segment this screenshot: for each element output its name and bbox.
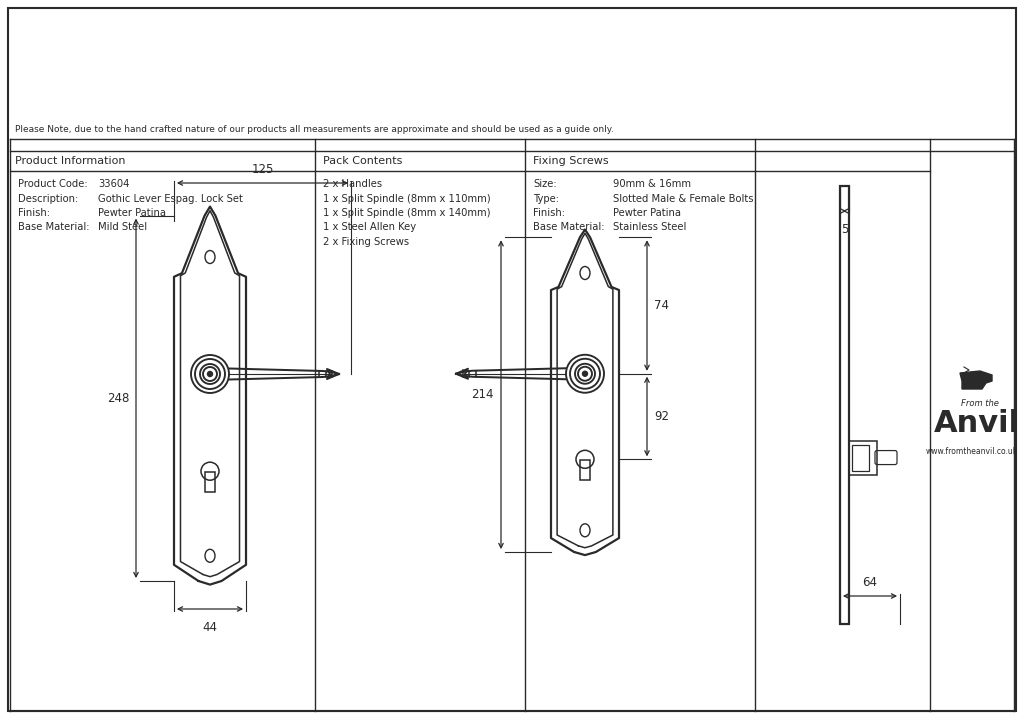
Bar — [580, 460, 590, 480]
Polygon shape — [961, 371, 992, 389]
Text: Anvil: Anvil — [934, 408, 1020, 437]
Text: 2 x Handles: 2 x Handles — [323, 179, 382, 189]
Text: 1 x Split Spindle (8mm x 140mm): 1 x Split Spindle (8mm x 140mm) — [323, 208, 490, 218]
Text: Please Note, due to the hand crafted nature of our products all measurements are: Please Note, due to the hand crafted nat… — [15, 125, 613, 134]
Text: Mild Steel: Mild Steel — [98, 222, 147, 232]
Text: 33604: 33604 — [98, 179, 129, 189]
Text: 44: 44 — [203, 621, 217, 634]
Text: 214: 214 — [471, 388, 494, 401]
Text: 1 x Steel Allen Key: 1 x Steel Allen Key — [323, 222, 416, 232]
Text: Size:: Size: — [534, 179, 557, 189]
Text: 125: 125 — [251, 163, 273, 176]
Text: Stainless Steel: Stainless Steel — [613, 222, 686, 232]
Text: Finish:: Finish: — [18, 208, 50, 218]
Text: Product Information: Product Information — [15, 156, 126, 166]
Text: Product Code:: Product Code: — [18, 179, 88, 189]
Circle shape — [208, 372, 213, 377]
Text: 1 x Split Spindle (8mm x 110mm): 1 x Split Spindle (8mm x 110mm) — [323, 193, 490, 203]
Bar — [852, 444, 869, 470]
Text: Base Material:: Base Material: — [18, 222, 89, 232]
Text: Pewter Patina: Pewter Patina — [98, 208, 166, 218]
Text: 64: 64 — [862, 576, 878, 589]
Text: Slotted Male & Female Bolts: Slotted Male & Female Bolts — [613, 193, 754, 203]
Text: Gothic Lever Espag. Lock Set: Gothic Lever Espag. Lock Set — [98, 193, 243, 203]
Text: Type:: Type: — [534, 193, 559, 203]
Text: 90mm & 16mm: 90mm & 16mm — [613, 179, 691, 189]
Bar — [205, 472, 215, 493]
Text: 5: 5 — [841, 223, 848, 236]
Text: Description:: Description: — [18, 193, 78, 203]
Text: 92: 92 — [654, 410, 669, 423]
Circle shape — [583, 371, 588, 376]
Text: 2 x Fixing Screws: 2 x Fixing Screws — [323, 237, 410, 247]
Text: From the: From the — [962, 398, 999, 408]
Text: Pack Contents: Pack Contents — [323, 156, 402, 166]
Text: 248: 248 — [106, 392, 129, 405]
Text: www.fromtheanvil.co.uk: www.fromtheanvil.co.uk — [926, 446, 1018, 456]
Text: Pewter Patina: Pewter Patina — [613, 208, 681, 218]
Text: Fixing Screws: Fixing Screws — [534, 156, 608, 166]
Bar — [840, 186, 849, 624]
Text: 74: 74 — [654, 299, 669, 312]
Bar — [849, 441, 877, 475]
Text: Base Material:: Base Material: — [534, 222, 604, 232]
Text: Finish:: Finish: — [534, 208, 565, 218]
